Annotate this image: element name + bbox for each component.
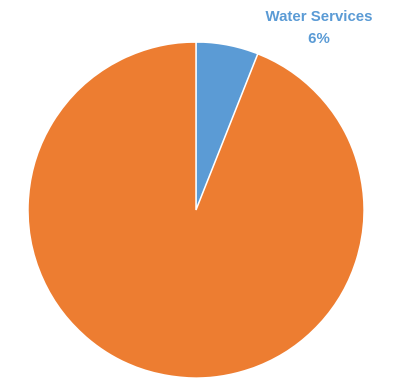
slice-label-name: Water Services <box>265 8 373 25</box>
pie-slice-other-1 <box>27 41 365 379</box>
pie-slices <box>27 41 365 379</box>
slice-label-value: 6% <box>308 30 330 47</box>
slice-label-water-services: Water Services 6% <box>244 6 394 50</box>
